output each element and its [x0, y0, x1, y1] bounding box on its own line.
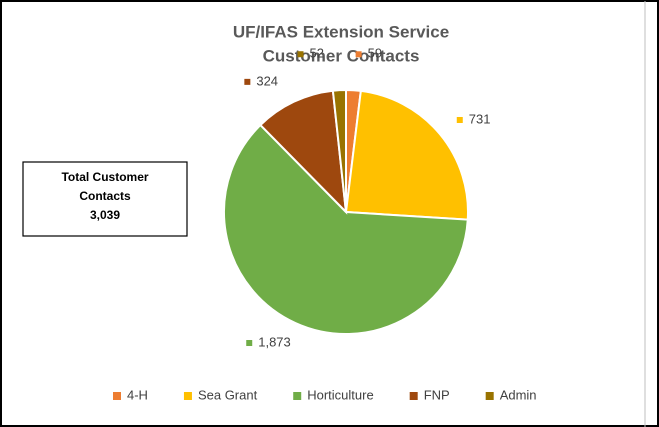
legend-key: [485, 392, 494, 400]
label-key: [355, 51, 362, 58]
label-key: [297, 51, 304, 58]
total-value: 3,039: [90, 208, 120, 222]
chart-title: UF/IFAS Extension Service: [233, 22, 449, 41]
legend-label: FNP: [424, 387, 450, 402]
total-label: Total Customer: [61, 170, 148, 184]
total-label: Contacts: [79, 189, 131, 203]
label-key: [244, 78, 251, 85]
total-box: [22, 161, 188, 237]
pie-slice: [344, 89, 469, 221]
legend-key: [183, 392, 192, 400]
chart-title: Customer Contacts: [263, 46, 420, 65]
pie-slice: [223, 123, 469, 335]
legend-label: Sea Grant: [198, 387, 258, 402]
pie-slice: [259, 89, 348, 215]
data-label: 52: [310, 46, 324, 61]
label-key: [246, 340, 253, 347]
pie-slice: [331, 88, 347, 213]
legend-label: Admin: [500, 387, 537, 402]
legend-key: [409, 392, 418, 400]
legend-key: [293, 392, 302, 400]
data-label: 1,873: [258, 334, 291, 349]
data-label: 731: [469, 111, 491, 126]
data-label: 59: [368, 46, 382, 61]
label-key: [456, 116, 463, 123]
legend-label: Horticulture: [307, 387, 373, 402]
legend-key: [113, 392, 121, 400]
data-label: 324: [256, 73, 278, 88]
legend-label: 4-H: [127, 387, 148, 402]
